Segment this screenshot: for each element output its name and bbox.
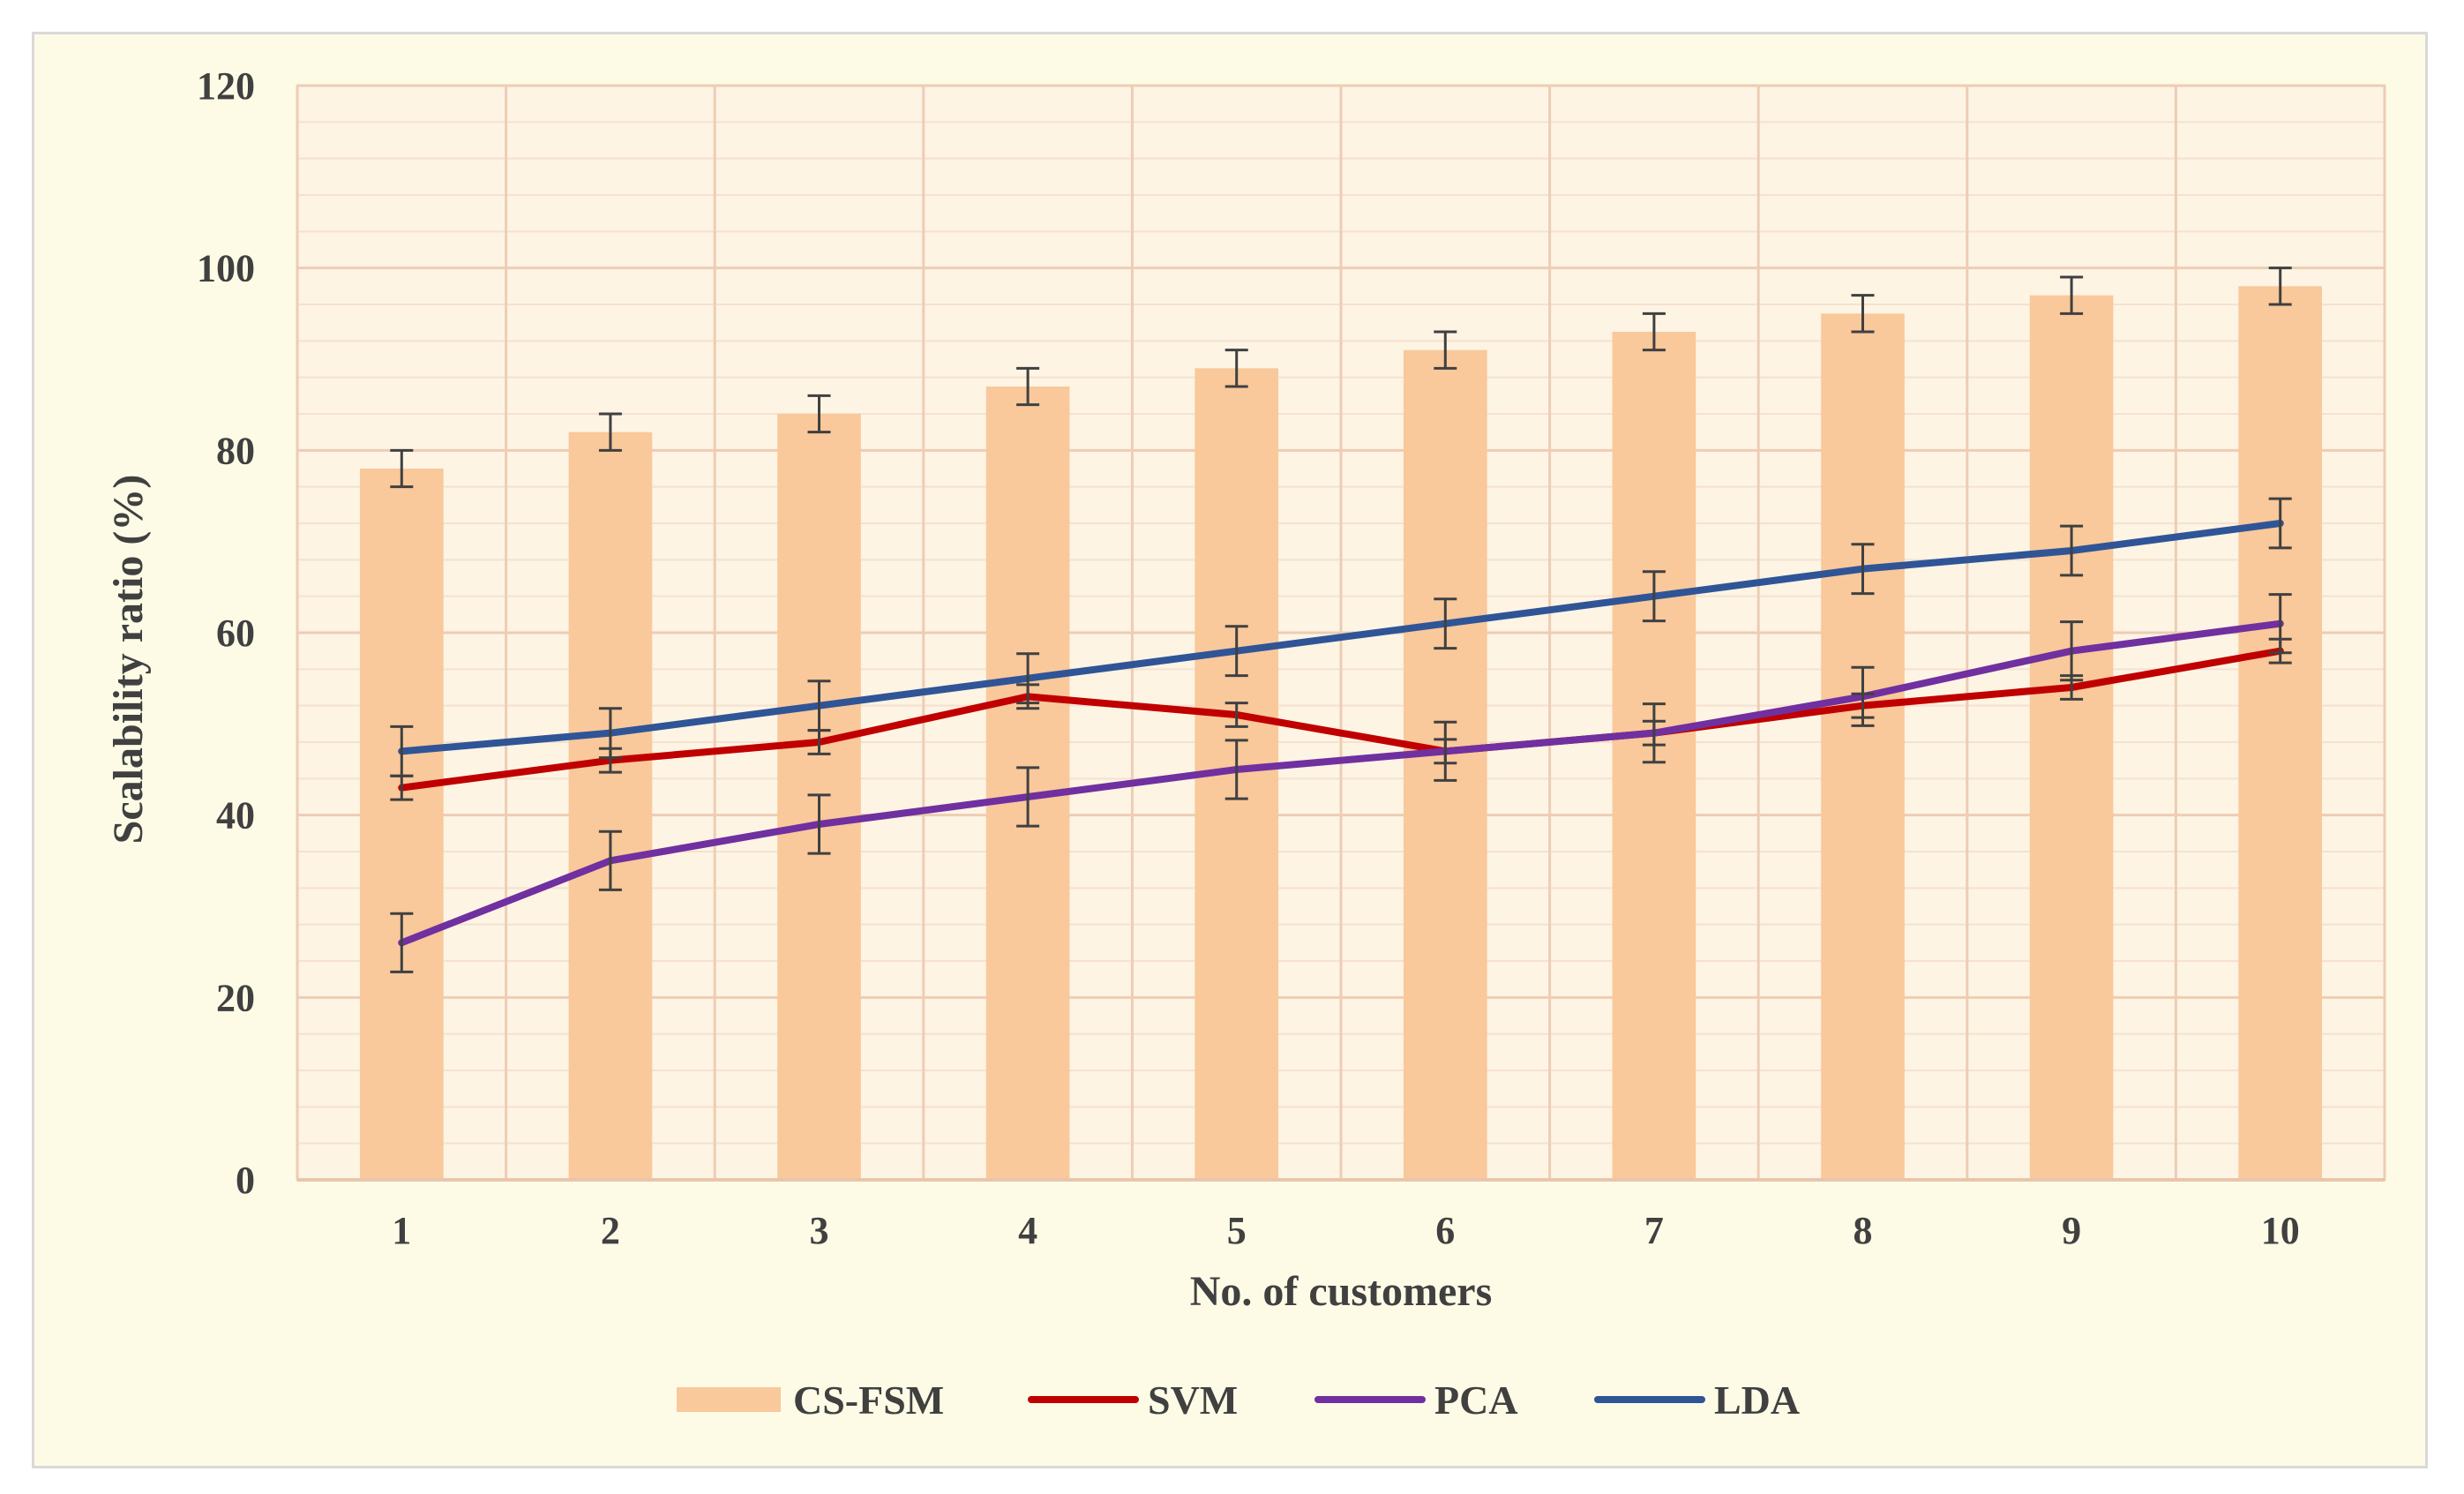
cs-fsm-bar-error	[598, 412, 622, 452]
svm-point-error	[1225, 702, 1248, 728]
x-tick-label: 7	[1644, 1209, 1664, 1252]
cs-fsm-bar-error	[1016, 366, 1040, 407]
pca-point-error	[2060, 620, 2084, 682]
legend-label-pca: PCA	[1434, 1378, 1518, 1423]
cs-fsm-bar-error	[1225, 349, 1248, 388]
x-tick-label: 9	[2062, 1209, 2081, 1252]
lda-point-error	[1016, 652, 1040, 705]
x-tick-label: 2	[601, 1209, 620, 1252]
bar-layer	[359, 286, 2323, 1181]
cs-fsm-bar-error	[1434, 330, 1457, 370]
lda-point-error	[390, 724, 414, 777]
legend-item-lda: LDA	[1594, 1378, 1800, 1423]
pca-point-error	[1434, 720, 1457, 782]
chart-svg: 0 20 40 60 80 100 120 1 2 3 4 5 6 7 8 9 10 No. of custom…	[105, 64, 2386, 1423]
x-tick-label: 4	[1018, 1209, 1037, 1252]
legend-swatch-cs-fsm	[677, 1387, 781, 1412]
lda-point-error	[2060, 524, 2084, 577]
cs-fsm-bar-error	[2268, 267, 2292, 306]
pca-point-error	[598, 830, 622, 891]
cs-fsm-bar	[1821, 313, 1905, 1180]
lda-point-error	[1642, 570, 1666, 623]
x-tick-label: 5	[1227, 1209, 1247, 1252]
legend-label-svm: SVM	[1148, 1378, 1238, 1423]
cs-fsm-bar-error	[807, 394, 831, 434]
y-tick-label: 20	[216, 976, 255, 1019]
pca-point-error	[1851, 665, 1875, 727]
pca-point-error	[2268, 593, 2292, 655]
x-tick-label: 8	[1854, 1209, 1873, 1252]
lda-point-error	[1434, 597, 1457, 650]
y-tick-label: 40	[216, 794, 255, 837]
cs-fsm-bar	[2238, 286, 2323, 1180]
legend-label-lda: LDA	[1714, 1378, 1800, 1423]
cs-fsm-bar-error	[390, 448, 414, 489]
pca-point-error	[390, 912, 414, 973]
chart-frame: 0 20 40 60 80 100 120 1 2 3 4 5 6 7 8 9 10 No. of custom…	[32, 32, 2428, 1468]
y-tick-label: 120	[197, 64, 255, 108]
legend-item-svm: SVM	[1028, 1378, 1238, 1423]
lda-point-error	[2268, 497, 2292, 550]
errorbar-layer	[390, 267, 2292, 973]
pca-line	[398, 619, 2284, 947]
lda-point-error	[807, 679, 831, 732]
cs-fsm-bar-error	[1851, 294, 1875, 334]
x-tick-label: 3	[810, 1209, 829, 1252]
cs-fsm-bar-error	[1642, 312, 1666, 352]
cs-fsm-bar	[359, 469, 444, 1180]
y-tick-label: 100	[197, 247, 255, 290]
svm-line	[398, 647, 2284, 792]
x-tick-label: 6	[1435, 1209, 1455, 1252]
y-tick-label: 0	[236, 1159, 255, 1202]
line-layer	[398, 520, 2284, 947]
y-tick-label: 60	[216, 612, 255, 655]
cs-fsm-bar	[568, 432, 653, 1181]
legend-item-pca: PCA	[1314, 1378, 1518, 1423]
x-axis-title: No. of customers	[1190, 1268, 1493, 1315]
cs-fsm-bar	[2029, 295, 2114, 1181]
legend-label-cs-fsm: CS-FSM	[793, 1378, 944, 1423]
legend-item-cs-fsm: CS-FSM	[677, 1378, 944, 1423]
legend: CS-FSM SVM PCA LDA	[677, 1378, 1800, 1423]
axis-layer: 0 20 40 60 80 100 120 1 2 3 4 5 6 7 8 9 10	[197, 64, 2385, 1252]
y-axis-title: Scalability ratio (%)	[105, 475, 152, 845]
pca-point-error	[1016, 766, 1040, 828]
pca-point-error	[1225, 739, 1248, 800]
lda-point-error	[1851, 543, 1875, 596]
x-tick-label: 1	[392, 1209, 411, 1252]
lda-point-error	[1225, 625, 1248, 678]
pca-point-error	[1642, 702, 1666, 764]
lda-point-error	[598, 707, 622, 760]
lda-line	[398, 520, 2284, 755]
x-tick-label: 10	[2261, 1209, 2300, 1252]
y-tick-label: 80	[216, 429, 255, 472]
pca-point-error	[807, 793, 831, 855]
cs-fsm-bar-error	[2060, 275, 2084, 315]
